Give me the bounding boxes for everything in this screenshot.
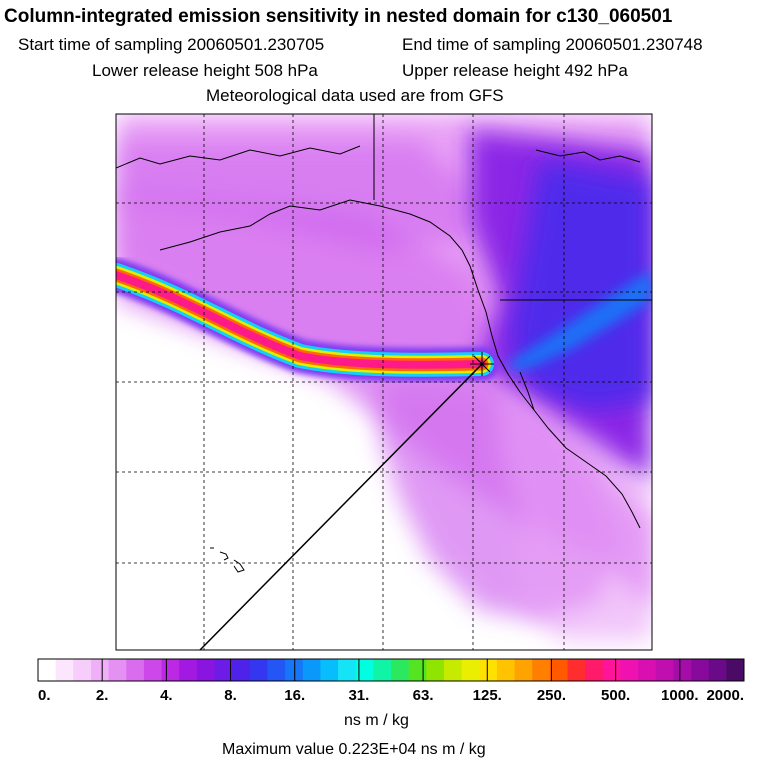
colorbar-frame <box>37 658 745 682</box>
colorbar-swatch <box>267 659 286 681</box>
colorbar-swatch <box>320 659 339 681</box>
colorbar-tick-label: 4. <box>160 687 173 704</box>
colorbar-swatch <box>532 659 551 681</box>
colorbar-swatch <box>38 659 57 681</box>
colorbar-swatch <box>514 659 533 681</box>
colorbar-units: ns m / kg <box>344 712 409 729</box>
coastlines <box>116 114 652 573</box>
colorbar-swatch <box>373 659 392 681</box>
colorbar-swatch <box>55 659 74 681</box>
colorbar: 0. 2. 4. 8. 16. 31. 63. 125. 250. 500. 1000. 2000. <box>37 658 745 704</box>
colorbar-swatch <box>479 659 498 681</box>
upper-release-label: Upper release height 492 hPa <box>402 61 628 80</box>
plume-core <box>116 271 486 369</box>
colorbar-swatch <box>655 659 674 681</box>
colorbar-swatch <box>143 659 162 681</box>
colorbar-swatch <box>496 659 515 681</box>
sensitivity-field <box>116 114 652 640</box>
colorbar-swatch <box>408 659 427 681</box>
colorbar-swatch <box>391 659 410 681</box>
colorbar-tick-label: 16. <box>284 687 305 704</box>
colorbar-swatch <box>443 659 462 681</box>
colorbar-swatch <box>196 659 215 681</box>
coastline-west-coast <box>159 199 641 529</box>
colorbar-swatch <box>620 659 639 681</box>
end-time-label: End time of sampling 20060501.230748 <box>402 35 703 54</box>
colorbar-tick-label: 250. <box>537 687 566 704</box>
release-plume <box>116 258 499 382</box>
colorbar-swatch <box>708 659 727 681</box>
colorbar-swatch <box>673 659 692 681</box>
colorbar-swatch <box>549 659 568 681</box>
colorbar-swatch <box>567 659 586 681</box>
colorbar-swatch <box>426 659 445 681</box>
colorbar-tick-label: 2000. <box>706 687 744 704</box>
island-2 <box>219 551 229 561</box>
colorbar-swatch <box>90 659 109 681</box>
colorbar-tick-label: 2. <box>96 687 109 704</box>
colorbar-swatch <box>461 659 480 681</box>
east-plume <box>505 270 652 372</box>
start-time-label: Start time of sampling 20060501.230705 <box>18 35 325 54</box>
colorbar-swatch <box>161 659 180 681</box>
colorbar-swatch <box>126 659 145 681</box>
release-point-star <box>470 352 494 376</box>
colorbar-swatch <box>338 659 357 681</box>
lower-release-label: Lower release height 508 hPa <box>92 61 318 80</box>
colorbar-swatch <box>214 659 233 681</box>
colorbar-swatch <box>691 659 710 681</box>
colorbar-tick-label: 0. <box>38 687 51 704</box>
colorbar-swatch <box>355 659 374 681</box>
coastline-arctic <box>535 149 641 163</box>
met-data-label: Meteorological data used are from GFS <box>206 86 504 105</box>
south-east-lobe <box>500 380 652 640</box>
coastline-north <box>116 145 361 169</box>
colorbar-swatch <box>726 659 745 681</box>
colorbar-tick-label: 63. <box>413 687 434 704</box>
colorbar-tick-label: 125. <box>473 687 502 704</box>
colorbar-swatch <box>302 659 321 681</box>
colorbar-swatch <box>249 659 268 681</box>
trajectory-line <box>199 363 483 650</box>
colorbar-swatch <box>602 659 621 681</box>
gridlines <box>116 114 652 650</box>
chart-title: Column-integrated emission sensitivity i… <box>4 6 673 27</box>
colorbar-swatch <box>232 659 251 681</box>
colorbar-tick-label: 31. <box>348 687 369 704</box>
colorbar-tick-label: 500. <box>601 687 630 704</box>
colorbar-swatch <box>585 659 604 681</box>
colorbar-swatch <box>285 659 304 681</box>
colorbar-swatch <box>638 659 657 681</box>
colorbar-swatch <box>108 659 127 681</box>
colorbar-swatch <box>179 659 198 681</box>
coastline-baja <box>519 371 535 411</box>
max-value-label: Maximum value 0.223E+04 ns m / kg <box>222 741 486 758</box>
colorbar-tick-label: 1000. <box>661 687 699 704</box>
colorbar-tick-label: 8. <box>224 687 237 704</box>
colorbar-swatch <box>73 659 92 681</box>
map-frame <box>115 113 653 651</box>
map-panel <box>116 114 652 650</box>
